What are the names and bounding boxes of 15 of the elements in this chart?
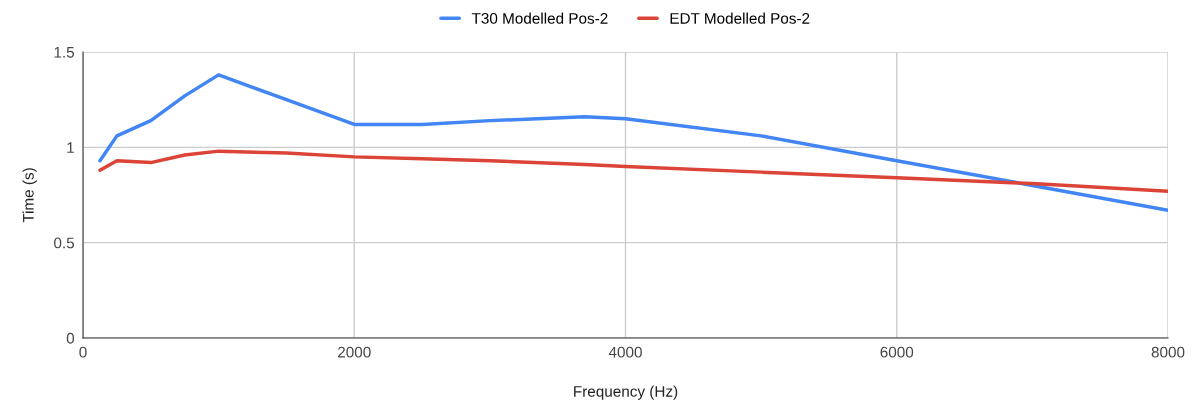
x-axis-title: Frequency (Hz): [574, 385, 678, 400]
x-tick-label: 6000: [880, 346, 914, 358]
x-tick-label: 0: [79, 346, 87, 358]
y-tick-label: 1: [67, 142, 74, 153]
x-tick-label: 4000: [608, 346, 642, 358]
y-axis-title: Time (s): [22, 168, 37, 223]
legend-label: EDT Modelled Pos-2: [670, 12, 810, 24]
line-series: [98, 149, 1168, 193]
x-tick-label: 8000: [1151, 346, 1185, 358]
line-series: [98, 73, 1168, 212]
y-tick-label: 0.5: [54, 237, 75, 249]
legend-label: T30 Modelled Pos-2: [471, 12, 608, 24]
y-tick-label: 1.5: [54, 47, 75, 58]
y-tick-label: 0: [66, 332, 75, 344]
x-tick-label: 2000: [338, 346, 371, 358]
